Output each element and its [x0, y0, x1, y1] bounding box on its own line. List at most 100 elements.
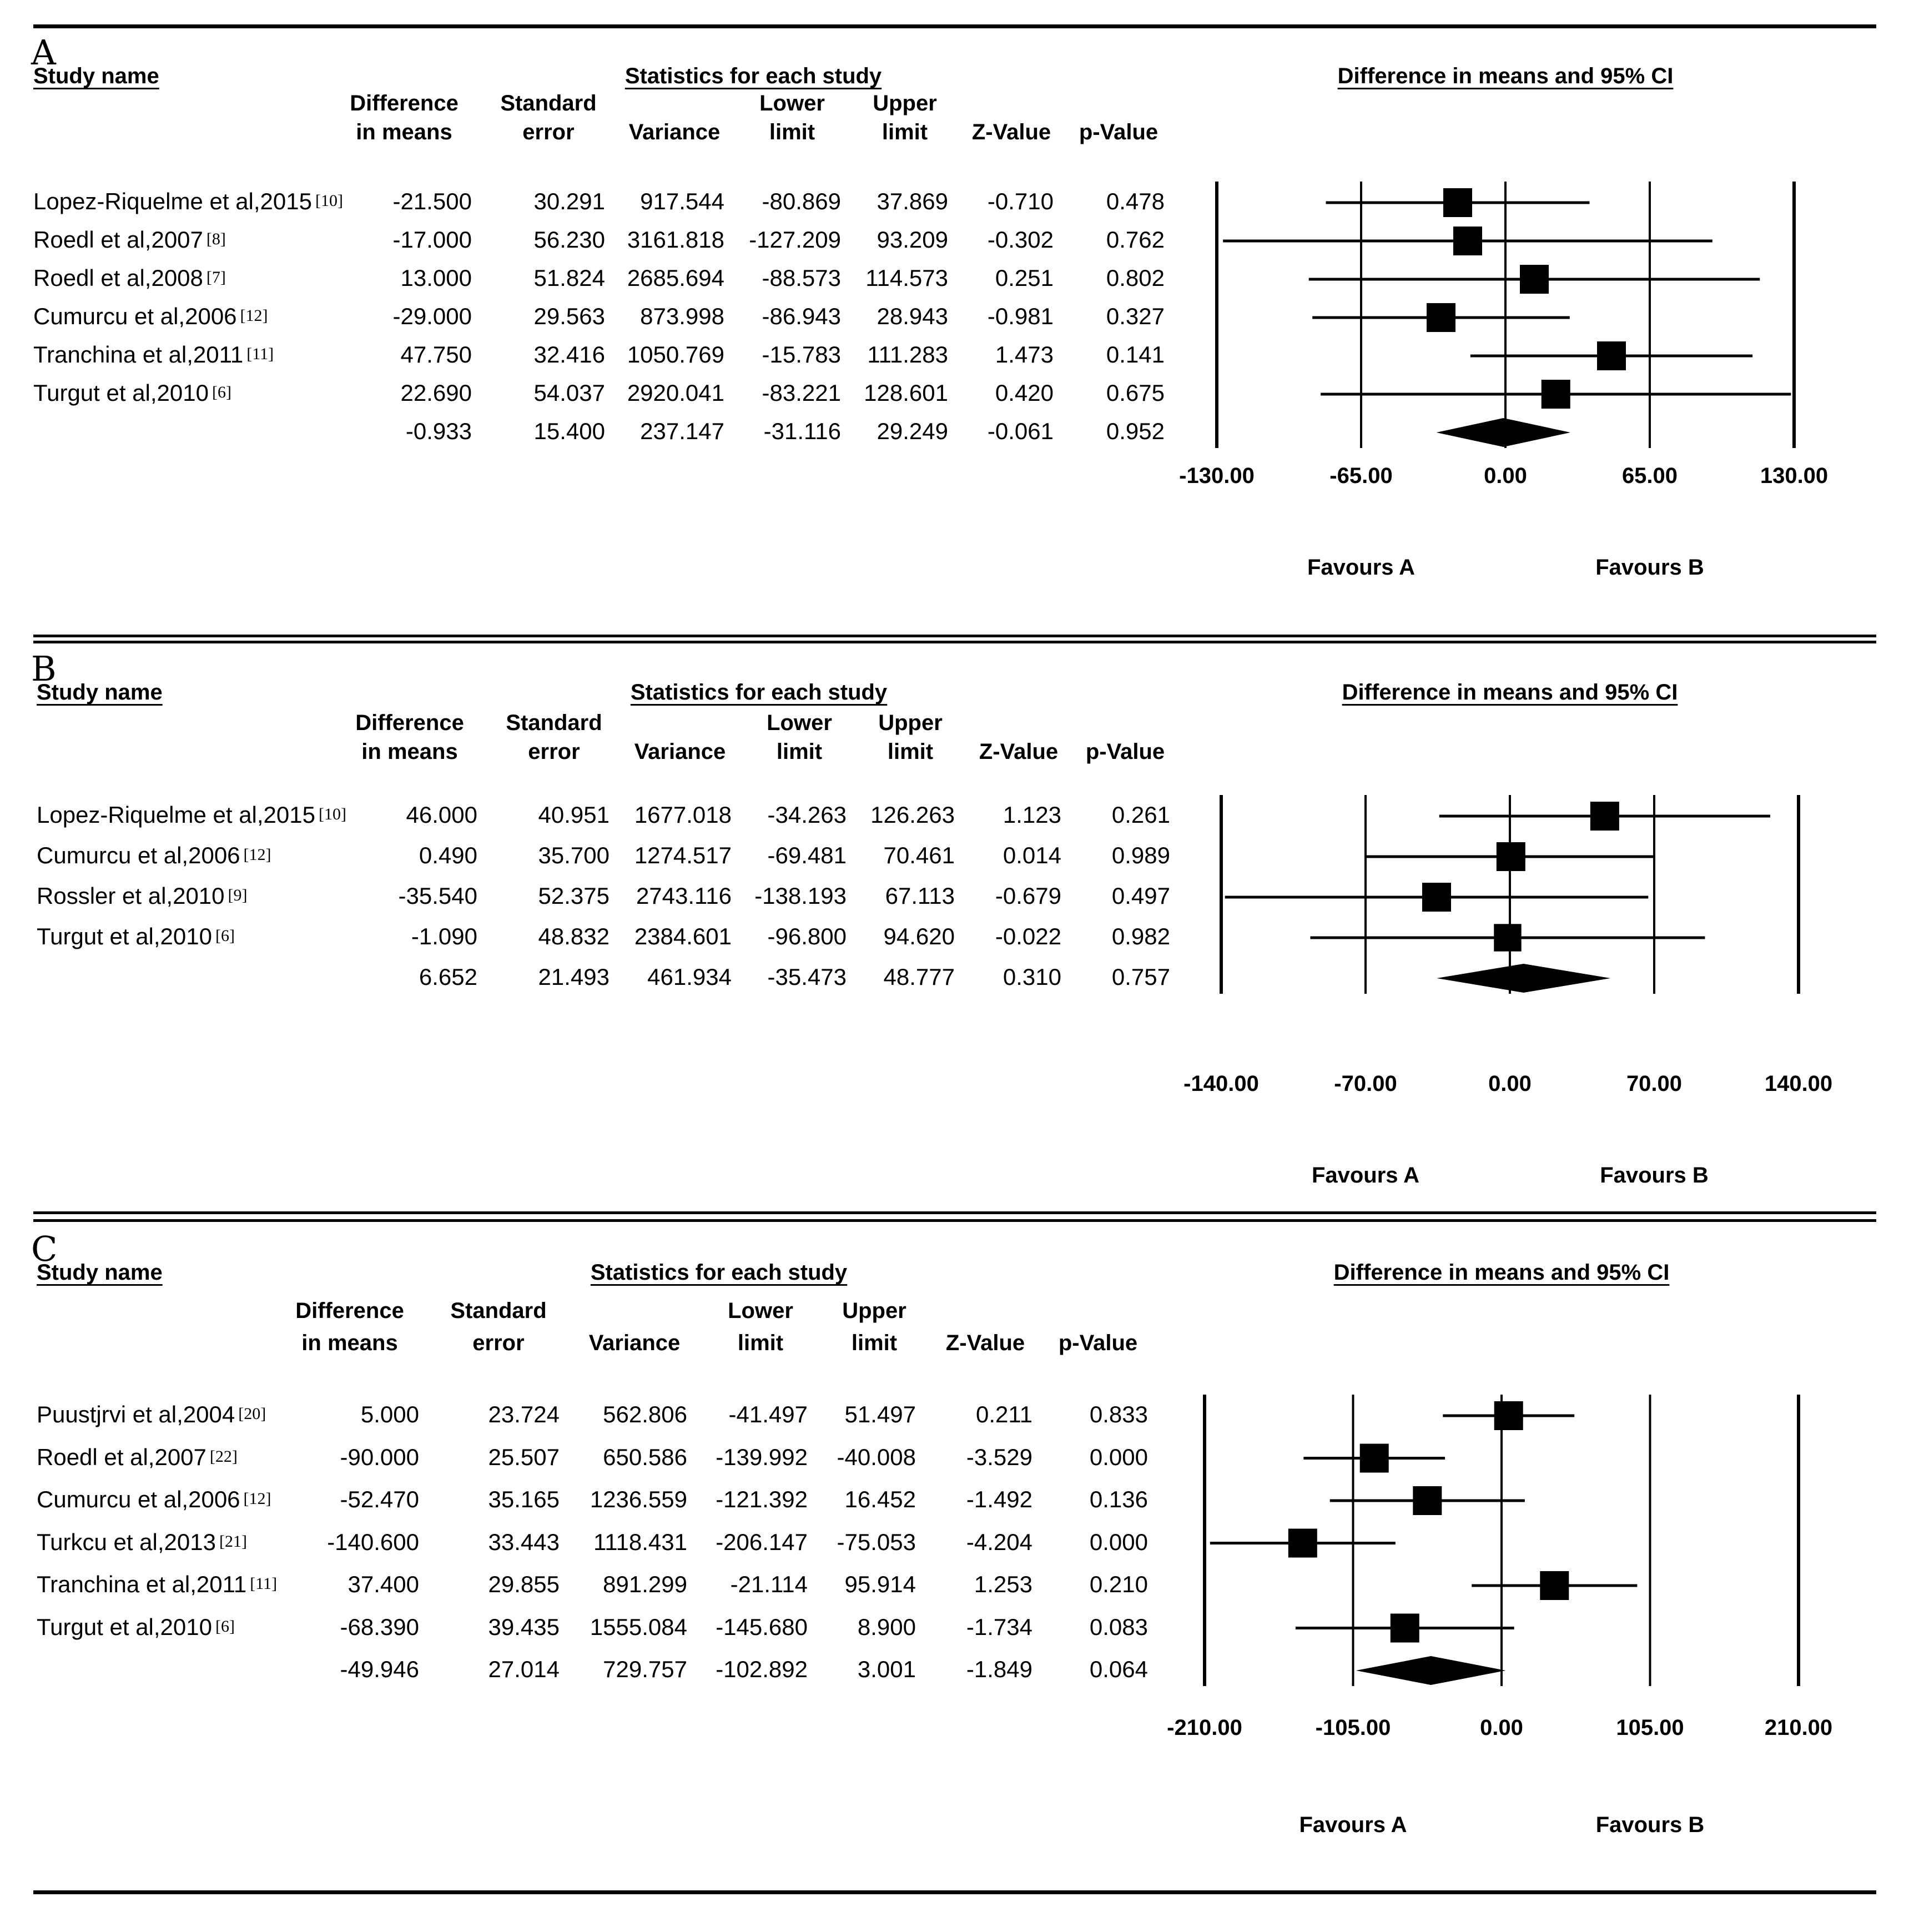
column-header-line2: Variance [628, 120, 721, 144]
column-header-line2: limit [776, 739, 823, 764]
axis-tick-label: -105.00 [1316, 1715, 1391, 1740]
table-cell: -206.147 [716, 1528, 808, 1555]
axis-tick-label: 210.00 [1765, 1715, 1832, 1740]
table-cell: 46.000 [406, 802, 477, 828]
table-cell: 0.675 [1106, 380, 1165, 406]
study-name: Tranchina et al,2011 [11] [37, 1571, 277, 1598]
table-cell: 23.724 [488, 1401, 560, 1427]
separator-rule-ab-2 [33, 641, 1876, 643]
column-header-line1: Difference [355, 711, 464, 735]
summary-cell: 0.064 [1089, 1656, 1148, 1682]
table-cell: 35.165 [488, 1486, 560, 1512]
table-cell: 5.000 [360, 1401, 419, 1427]
summary-cell: -35.473 [767, 964, 847, 990]
study-reference: [6] [211, 383, 231, 401]
table-cell: 37.400 [347, 1571, 419, 1597]
table-cell: 0.251 [995, 265, 1054, 291]
study-name: Cumurcu et al,2006 [12] [37, 1486, 271, 1513]
table-cell: 32.416 [533, 341, 605, 368]
table-cell: -145.680 [716, 1613, 808, 1640]
table-cell: -41.497 [728, 1401, 808, 1427]
summary-cell: -31.116 [763, 418, 841, 444]
table-cell: 1.253 [974, 1571, 1032, 1597]
study-name: Cumurcu et al,2006 [12] [37, 842, 271, 869]
table-cell: -86.943 [762, 303, 841, 329]
table-cell: 2685.694 [627, 265, 724, 291]
study-reference: [12] [240, 306, 268, 325]
study-name-text: Turkcu et al,2013 [37, 1528, 216, 1555]
study-reference: [7] [206, 268, 226, 286]
table-cell: 25.507 [488, 1443, 560, 1470]
study-reference: [6] [215, 1617, 235, 1636]
table-cell: 47.750 [400, 341, 472, 368]
plot-header: Difference in means and 95% CI [1342, 680, 1678, 705]
table-cell: 0.762 [1106, 227, 1165, 253]
study-name-text: Lopez-Riquelme et al,2015 [37, 802, 315, 828]
column-header-line2: in means [356, 120, 452, 144]
study-name-text: Roedl et al,2008 [33, 265, 203, 291]
table-cell: -52.470 [340, 1486, 419, 1512]
table-cell: 0.833 [1089, 1401, 1148, 1427]
effect-size-marker [1540, 1571, 1569, 1600]
table-cell: 1236.559 [590, 1486, 687, 1512]
table-cell: 70.461 [883, 842, 955, 868]
study-name-header: Study name [37, 1260, 163, 1285]
table-cell: 0.420 [995, 380, 1054, 406]
study-name-text: Cumurcu et al,2006 [37, 1486, 240, 1512]
table-cell: 93.209 [877, 227, 948, 253]
table-cell: -35.540 [398, 883, 477, 909]
study-name-text: Tranchina et al,2011 [37, 1571, 247, 1597]
table-cell: 0.083 [1089, 1613, 1148, 1640]
axis-tick-label: 130.00 [1760, 464, 1828, 488]
axis-tick-label: 0.00 [1480, 1715, 1523, 1740]
column-header-line1: Standard [500, 91, 597, 115]
column-header-line2: Z-Value [971, 120, 1051, 144]
column-header-line1: Lower [759, 91, 825, 115]
table-cell: 0.000 [1089, 1443, 1148, 1470]
table-cell: 2384.601 [634, 923, 732, 949]
table-cell: 0.982 [1111, 923, 1170, 949]
study-name: Rossler et al,2010 [9] [37, 883, 248, 909]
study-reference: [20] [238, 1405, 266, 1423]
effect-size-marker [1359, 1443, 1389, 1473]
effect-size-marker [1494, 1401, 1523, 1430]
table-cell: -121.392 [716, 1486, 808, 1512]
table-cell: 51.824 [533, 265, 605, 291]
table-cell: -21.114 [730, 1571, 808, 1597]
bottom-rule [33, 1890, 1876, 1894]
summary-cell: 29.249 [877, 418, 948, 444]
effect-size-marker [1288, 1528, 1317, 1558]
forest-plot-svg: -210.00 -105.00 0.00 105.00 210.00 Favours A F… [1167, 1395, 1832, 1837]
table-cell: 1118.431 [593, 1528, 687, 1555]
table-cell: -1.734 [966, 1613, 1032, 1640]
table-cell: -1.090 [411, 923, 477, 949]
summary-cell: 3.001 [857, 1656, 916, 1682]
table-cell: 35.700 [538, 842, 610, 868]
table-cell: 1677.018 [634, 802, 732, 828]
axis-tick-label: 65.00 [1622, 464, 1678, 488]
table-cell: -29.000 [392, 303, 472, 329]
table-cell: 37.869 [877, 188, 948, 214]
table-cell: 0.000 [1089, 1528, 1148, 1555]
table-cell: 16.452 [844, 1486, 916, 1512]
column-header-line1: Upper [842, 1299, 906, 1323]
plot-header: Difference in means and 95% CI [1337, 64, 1674, 88]
study-reference: [8] [206, 230, 226, 248]
table-cell: 30.291 [533, 188, 605, 214]
column-header-line2: error [472, 1331, 525, 1355]
column-header-line1: Standard [506, 711, 602, 735]
table-cell: 1.123 [1003, 802, 1061, 828]
plot-header: Difference in means and 95% CI [1333, 1260, 1670, 1285]
table-cell: -88.573 [762, 265, 841, 291]
study-reference: [9] [228, 886, 248, 904]
study-name-text: Turgut et al,2010 [37, 923, 212, 949]
study-reference: [12] [243, 846, 271, 864]
study-name: Puustjrvi et al,2004 [20] [37, 1401, 266, 1428]
study-name-text: Tranchina et al,2011 [33, 341, 244, 368]
column-header-line2: p-Value [1085, 739, 1165, 764]
table-cell: 40.951 [538, 802, 610, 828]
axis-tick-label: 140.00 [1765, 1071, 1832, 1096]
table-cell: 1.473 [995, 341, 1054, 368]
favours-left-label: Favours A [1307, 555, 1415, 580]
table-cell: -68.390 [340, 1613, 419, 1640]
